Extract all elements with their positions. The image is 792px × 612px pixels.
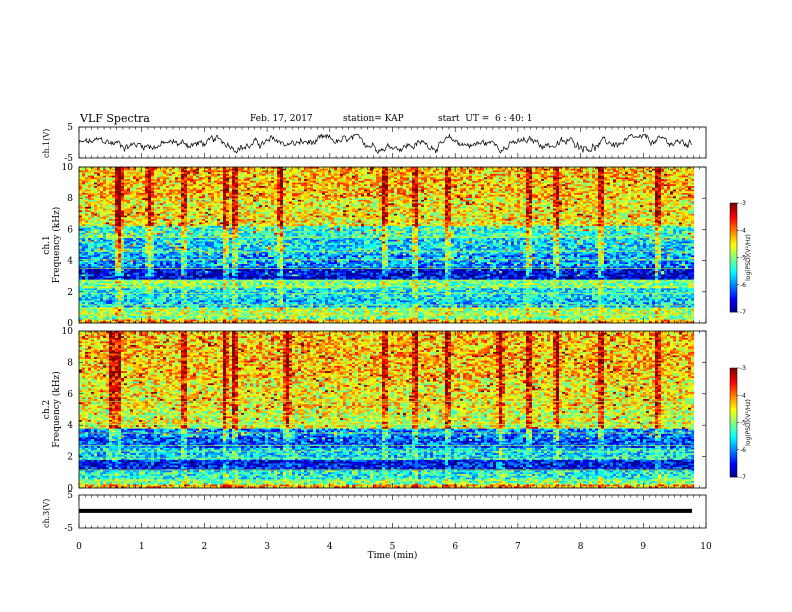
ch2-spectrogram-xticks <box>78 331 707 488</box>
ch1-ytick-label: -5 <box>64 154 73 164</box>
ch2-ytick-label: 6 <box>67 390 73 400</box>
ch1-waveform-xticks <box>78 127 707 158</box>
ch1-ytick-label: 6 <box>67 225 73 235</box>
x-tick-label: 6 <box>452 542 458 552</box>
ch1-waveform-line <box>78 133 693 154</box>
colorbar-tick-label: -3 <box>740 365 746 372</box>
colorbar-tick-label: -3 <box>740 200 746 207</box>
date-label: Feb. 17, 2017 <box>250 114 313 124</box>
ch2-ytick-label: 10 <box>62 327 74 337</box>
x-tick-label: 2 <box>202 542 208 552</box>
ch3-ytick-label: 5 <box>67 491 73 501</box>
ch1-ytick-label: 2 <box>67 288 73 298</box>
colorbar-tick-label: -4 <box>740 392 746 399</box>
x-tick-label: 9 <box>640 542 646 552</box>
colorbar-tick-label: -6 <box>740 447 746 454</box>
ch1-colorbar-label: log(PSD)(V²/Hz) <box>745 234 752 281</box>
x-axis-label: Time (min) <box>368 550 418 561</box>
colorbar-tick-label: -5 <box>740 255 746 262</box>
ch2-spectrogram-image <box>79 331 695 489</box>
x-tick-label: 10 <box>700 542 712 552</box>
ch1-spectrogram-ylabel: ch.1Frequency (kHz) <box>42 207 62 284</box>
ch1-ytick-label: 10 <box>62 163 74 173</box>
ch3-waveform-xticks <box>78 495 707 528</box>
x-tick-label: 0 <box>76 542 82 552</box>
station-label: station= KAP <box>343 114 404 124</box>
x-tick-label: 5 <box>390 542 396 552</box>
ch2-ytick-label: 8 <box>67 358 73 368</box>
start-time-label: start UT = 6 : 40: 1 <box>438 114 533 124</box>
ch1-spectrogram-image <box>79 167 695 324</box>
x-tick-label: 8 <box>578 542 584 552</box>
ch2-ytick-label: 0 <box>67 484 73 494</box>
colorbar-tick-label: -5 <box>740 420 746 427</box>
ch2-ytick-label: 2 <box>67 453 73 463</box>
x-tick-label: 3 <box>264 542 270 552</box>
x-tick-label: 7 <box>515 542 521 552</box>
figure-title: VLF Spectra <box>80 112 150 125</box>
ch1-ytick-label: 0 <box>67 319 73 329</box>
ch1-spectrogram-xticks <box>78 167 707 323</box>
colorbar-tick-label: -4 <box>740 227 746 234</box>
ch3-waveform-ylabel: ch.3(V) <box>42 499 51 528</box>
colorbar-tick-label: -6 <box>740 282 746 289</box>
ch2-ytick-label: 4 <box>67 421 73 431</box>
ch1-ytick-label: 5 <box>67 123 73 133</box>
colorbar-tick-label: -7 <box>740 474 746 481</box>
x-tick-label: 1 <box>139 542 145 552</box>
ch3-ytick-label: -5 <box>64 524 73 534</box>
ch1-ytick-label: 8 <box>67 194 73 204</box>
colorbar-tick-label: -7 <box>740 309 746 316</box>
ch1-ytick-label: 4 <box>67 257 73 267</box>
ch2-colorbar: -3 -4 -5 -6 -7 <box>729 365 746 481</box>
x-tick-label: 4 <box>327 542 333 552</box>
ch1-colorbar: -3 -4 -5 -6 -7 <box>729 200 746 316</box>
ch1-waveform-ylabel: ch.1(V) <box>42 129 51 158</box>
ch2-colorbar-label: log(PSD)(V²/Hz) <box>745 399 752 446</box>
ch2-spectrogram-ylabel: ch.2Frequency (kHz) <box>42 371 62 448</box>
